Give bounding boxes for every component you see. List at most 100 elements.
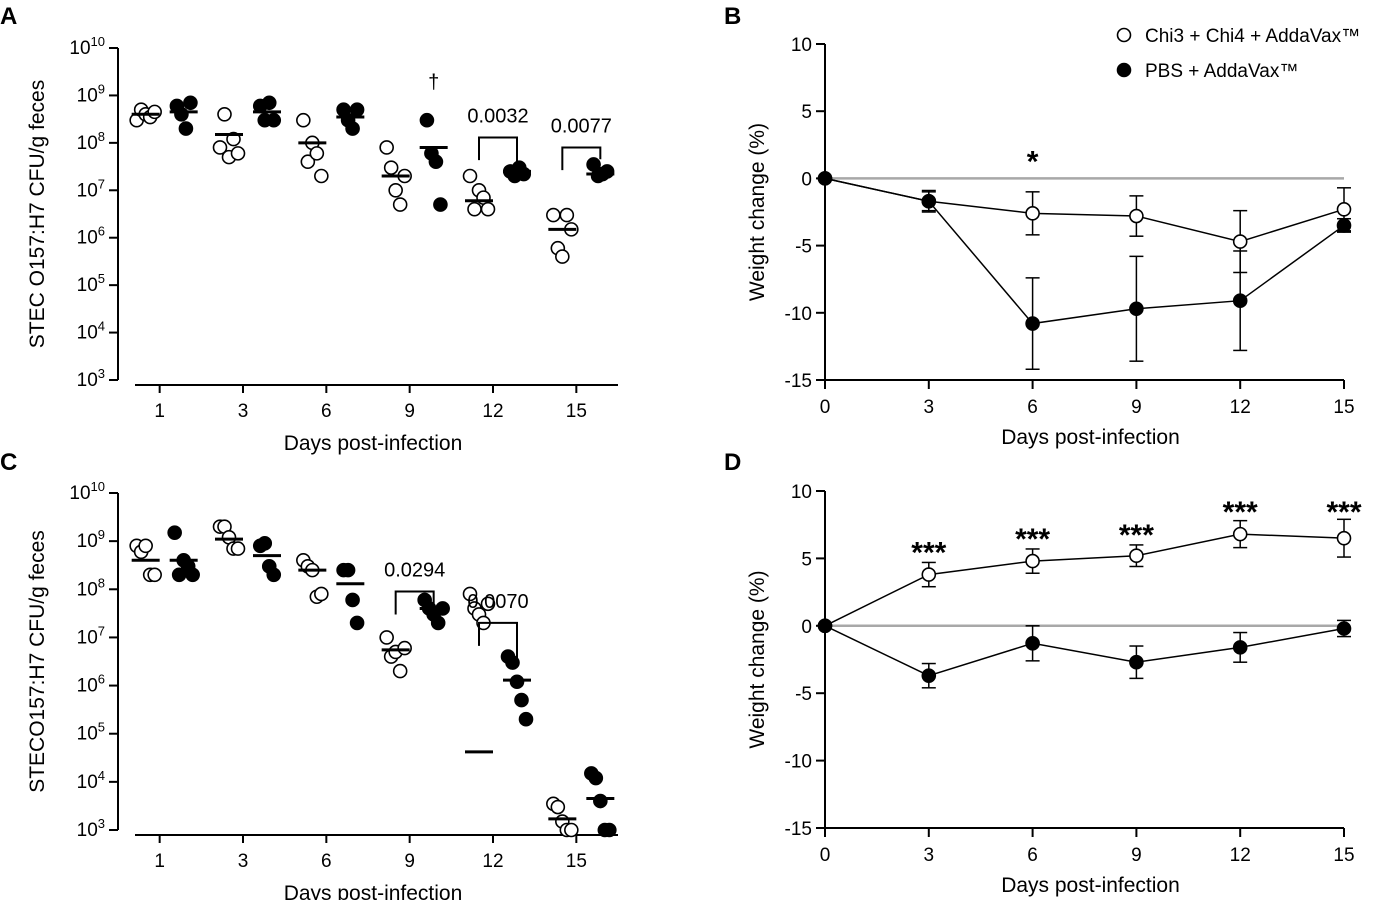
data-point-open bbox=[550, 799, 566, 815]
y-tick-label: 103 bbox=[77, 816, 105, 841]
y-tick-label: -10 bbox=[785, 304, 812, 325]
data-point-filled bbox=[345, 592, 360, 608]
data-point-open bbox=[212, 140, 228, 155]
data-point-open bbox=[314, 586, 329, 602]
y-tick-label: 10 bbox=[791, 35, 812, 56]
data-point-open bbox=[392, 663, 408, 679]
data-point-filled bbox=[261, 95, 277, 111]
y-tick-label: 5 bbox=[801, 549, 812, 570]
p-value-label: 0.0070 bbox=[467, 591, 528, 613]
y-tick-label: 106 bbox=[77, 672, 105, 697]
data-point-filled bbox=[593, 793, 608, 809]
x-tick-label: 3 bbox=[238, 401, 249, 422]
y-tick-label: -15 bbox=[785, 819, 812, 840]
data-point-filled bbox=[433, 197, 448, 212]
x-tick-label: 15 bbox=[1333, 845, 1354, 866]
x-axis-title: Days post-infection bbox=[284, 432, 463, 455]
panel-letter-b: B bbox=[724, 3, 741, 30]
y-axis-title: Weight change (%) bbox=[746, 123, 769, 301]
legend-open-label: Chi3 + Chi4 + AddaVax™ bbox=[1145, 26, 1360, 47]
x-tick-label: 15 bbox=[566, 401, 587, 422]
significance-bracket bbox=[478, 136, 518, 165]
data-point-filled bbox=[1232, 640, 1248, 655]
data-point-open bbox=[379, 630, 394, 645]
data-point-open bbox=[1129, 208, 1144, 224]
y-tick-label: 109 bbox=[77, 527, 105, 552]
data-point-open bbox=[555, 249, 570, 264]
data-point-filled bbox=[1232, 293, 1248, 309]
data-point-filled bbox=[340, 562, 356, 578]
y-tick-label: 0 bbox=[801, 169, 812, 190]
data-point-filled bbox=[1336, 218, 1352, 233]
data-point-open bbox=[559, 207, 575, 223]
x-tick-label: 6 bbox=[1027, 397, 1038, 418]
data-point-filled bbox=[505, 655, 520, 670]
y-tick-label: 107 bbox=[77, 623, 105, 648]
data-point-open bbox=[388, 182, 403, 198]
p-value-label: 0.0294 bbox=[384, 559, 445, 581]
series-line-filled bbox=[824, 177, 1345, 325]
data-point-open bbox=[1025, 206, 1040, 221]
y-axis-title: Weight change (%) bbox=[746, 570, 769, 748]
x-tick-label: 9 bbox=[1131, 845, 1142, 866]
y-axis-title: STEC O157:H7 CFU/g feces bbox=[26, 80, 49, 348]
data-point-filled bbox=[167, 525, 182, 540]
x-tick-label: 12 bbox=[482, 851, 503, 872]
data-point-open bbox=[564, 822, 579, 838]
y-tick-label: 104 bbox=[77, 768, 105, 793]
y-tick-label: 1010 bbox=[69, 479, 105, 504]
data-point-open bbox=[314, 168, 329, 184]
y-tick-label: 104 bbox=[77, 319, 105, 344]
data-point-filled bbox=[921, 668, 937, 683]
p-value-label: 0.0077 bbox=[551, 115, 612, 137]
data-point-open bbox=[1232, 526, 1248, 542]
y-tick-label: -10 bbox=[785, 752, 812, 773]
data-point-open bbox=[147, 567, 162, 583]
y-tick-label: 109 bbox=[77, 81, 105, 106]
significance-bracket bbox=[478, 621, 518, 660]
data-point-open bbox=[397, 640, 412, 656]
x-tick-label: 0 bbox=[820, 397, 831, 418]
data-point-open bbox=[296, 112, 311, 128]
data-point-filled bbox=[1129, 654, 1144, 670]
y-tick-label: 107 bbox=[77, 176, 105, 201]
panel-a-chart: 103 104 105 106 107 108 109 1010 1 3 6 9 12 15 Days po… bbox=[26, 34, 618, 455]
x-tick-label: 12 bbox=[1230, 845, 1251, 866]
p-value-label: 0.0032 bbox=[467, 105, 528, 127]
data-point-filled bbox=[1336, 621, 1352, 636]
data-point-open bbox=[480, 201, 496, 217]
significance-stars: *** bbox=[1326, 496, 1361, 529]
y-tick-label: 103 bbox=[77, 366, 105, 391]
series-line-filled bbox=[824, 625, 1345, 677]
data-point-filled bbox=[185, 567, 200, 583]
data-point-open bbox=[467, 201, 482, 217]
data-point-open bbox=[546, 207, 561, 223]
x-tick-label: 1 bbox=[154, 851, 165, 872]
significance-stars: *** bbox=[1119, 519, 1154, 552]
x-tick-label: 9 bbox=[1131, 397, 1142, 418]
x-tick-label: 1 bbox=[154, 401, 165, 422]
y-tick-label: 108 bbox=[77, 129, 105, 154]
panel-b-chart: 10 5 0 -5 -10 -15 0 3 6 9 12 15 Days post-infection W… bbox=[746, 35, 1355, 449]
data-point-filled bbox=[345, 121, 360, 136]
data-point-open bbox=[1232, 234, 1248, 249]
data-point-open bbox=[462, 168, 478, 184]
data-point-filled bbox=[518, 711, 534, 727]
panel-letter-c: C bbox=[0, 449, 17, 476]
data-point-filled bbox=[921, 193, 937, 209]
significance-stars: *** bbox=[911, 536, 946, 569]
y-tick-label: 10 bbox=[791, 482, 812, 503]
data-point-open bbox=[1129, 548, 1144, 564]
panel-letter-d: D bbox=[724, 449, 741, 476]
significance-stars: *** bbox=[1223, 496, 1258, 529]
y-tick-label: 5 bbox=[801, 102, 812, 123]
data-point-filled bbox=[514, 692, 529, 708]
y-tick-label: -5 bbox=[795, 684, 812, 705]
x-tick-label: 6 bbox=[321, 851, 332, 872]
x-tick-label: 15 bbox=[1333, 397, 1354, 418]
x-axis-title: Days post-infection bbox=[1001, 426, 1180, 449]
data-point-open bbox=[921, 567, 937, 582]
x-tick-label: 3 bbox=[924, 845, 935, 866]
data-point-filled bbox=[419, 112, 435, 128]
